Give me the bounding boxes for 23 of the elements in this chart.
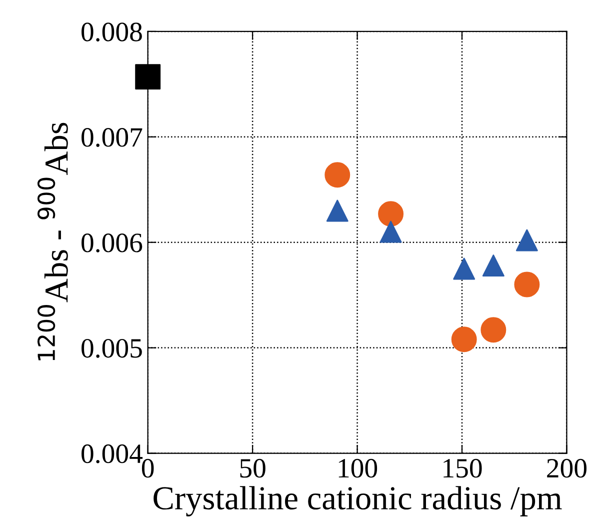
- point: [135, 64, 161, 90]
- y-tick-label: 0.007: [82, 128, 142, 147]
- point: [516, 229, 538, 252]
- point: [378, 201, 404, 227]
- point: [482, 254, 504, 277]
- y-tick-label: 0.008: [82, 22, 142, 42]
- point: [480, 317, 506, 343]
- y-tick-label: 0.005: [82, 338, 142, 358]
- point: [514, 272, 540, 298]
- point: [451, 326, 477, 352]
- x-tick-label: 0: [142, 458, 154, 478]
- x-tick-label: 150: [444, 458, 482, 478]
- x-tick-label: 50: [240, 458, 266, 478]
- x-tick-label: 100: [338, 458, 378, 478]
- point: [324, 162, 350, 188]
- y-axis-title: $^{1200}$Abs - $^{900}$Abs: [37, 122, 68, 360]
- point: [453, 258, 476, 280]
- point: [380, 220, 402, 243]
- point: [326, 200, 348, 222]
- x-tick-label: 200: [547, 458, 586, 478]
- y-tick-label: 0.006: [82, 234, 142, 252]
- y-tick-label: 0.004: [82, 444, 143, 464]
- x-axis-title: Crystalline cationic radius /pm: [154, 486, 562, 516]
